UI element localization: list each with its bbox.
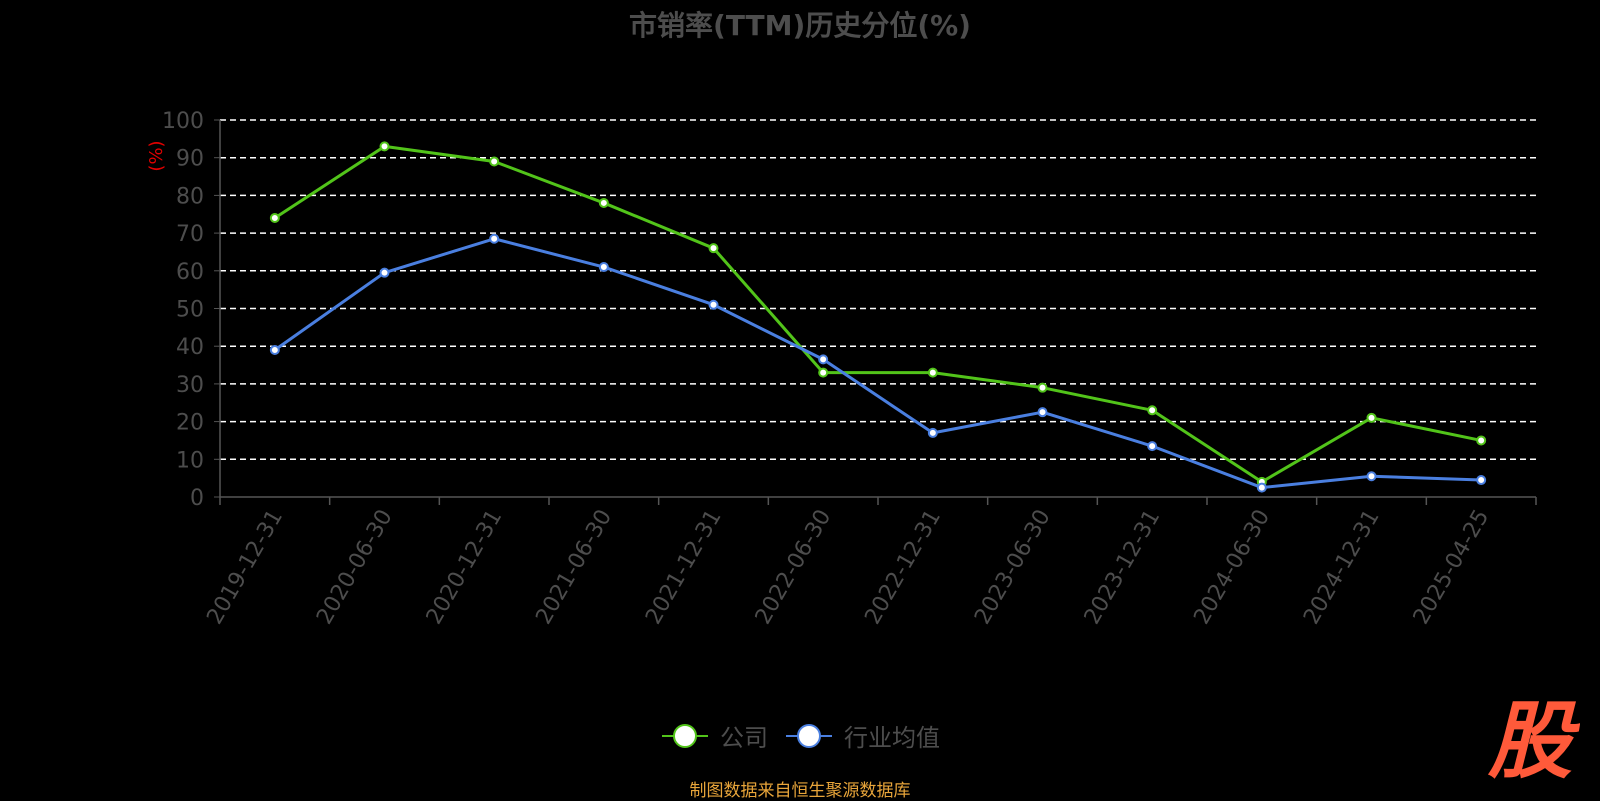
y-tick-label: 90 [176,147,204,172]
data-point-1-1 [379,267,390,278]
legend-item-company[interactable]: 公司 [660,718,768,753]
y-tick-label: 80 [176,184,204,209]
data-point-0-3 [598,197,609,208]
series-line-1 [273,237,1482,490]
data-point-1-4 [708,299,719,310]
x-tick-label: 2024-12-31 [1299,506,1385,629]
x-tick-label: 2019-12-31 [202,506,288,629]
x-tick-label: 2023-12-31 [1080,506,1166,629]
series-line-0 [274,144,1482,484]
legend-swatch-company [662,723,708,748]
legend-swatch-industry [786,723,832,748]
y-axis-label: (%) [146,140,167,171]
x-tick-label: 2020-12-31 [422,506,508,629]
data-point-0-8 [1147,405,1158,416]
x-tick-label: 2025-04-25 [1409,506,1495,629]
data-point-0-4 [708,243,719,254]
series [269,141,1487,493]
y-tick-label: 50 [176,298,204,323]
y-tick-label: 60 [176,260,204,285]
y-tick-label: 0 [190,486,204,511]
data-source-note: 制图数据来自恒生聚源数据库 [689,781,911,801]
svg-text:股: 股 [1487,696,1580,786]
grid-lines [220,119,1536,461]
x-tick-label: 2020-06-30 [312,506,398,629]
data-point-1-7 [1037,407,1048,418]
data-point-0-7 [1037,382,1048,393]
axes: 0 10 20 30 40 50 60 70 80 90 100 2019-12-31 2020-06-… [162,109,1537,629]
data-point-1-5 [818,354,829,365]
data-point-1-11 [1476,475,1487,486]
chart-title: 市销率(TTM)历史分位(%) [629,9,971,42]
y-tick-label: 10 [176,448,204,473]
legend-label-company: 公司 [720,724,768,752]
x-tick-label: 2021-12-31 [641,506,727,629]
legend: 公司 行业均值 [0,718,1600,753]
data-point-1-0 [269,344,280,355]
data-point-0-11 [1476,435,1487,446]
data-point-1-2 [489,233,500,244]
data-point-1-8 [1147,441,1158,452]
legend-label-industry: 行业均值 [844,724,940,752]
data-point-0-1 [379,141,390,152]
logo-watermark: 股 [1487,696,1580,786]
data-point-0-2 [489,156,500,167]
y-tick-label: 70 [176,222,204,247]
data-point-1-9 [1256,482,1267,493]
x-tick-label: 2024-06-30 [1189,506,1275,629]
legend-item-industry[interactable]: 行业均值 [784,718,940,753]
y-tick-label: 30 [176,373,204,398]
x-tick-label: 2023-06-30 [970,506,1056,629]
y-tick-label: 40 [176,335,204,360]
data-point-0-6 [927,367,938,378]
data-point-1-10 [1366,471,1377,482]
x-tick-label: 2022-06-30 [751,506,837,629]
data-point-0-0 [269,213,280,224]
data-point-0-5 [818,367,829,378]
x-tick-label: 2021-06-30 [531,506,617,629]
data-point-0-10 [1366,412,1377,423]
x-tick-label: 2022-12-31 [860,506,946,629]
data-point-1-3 [598,262,609,273]
data-point-1-6 [927,427,938,438]
y-tick-label: 100 [162,109,204,134]
y-tick-label: 20 [176,411,204,436]
